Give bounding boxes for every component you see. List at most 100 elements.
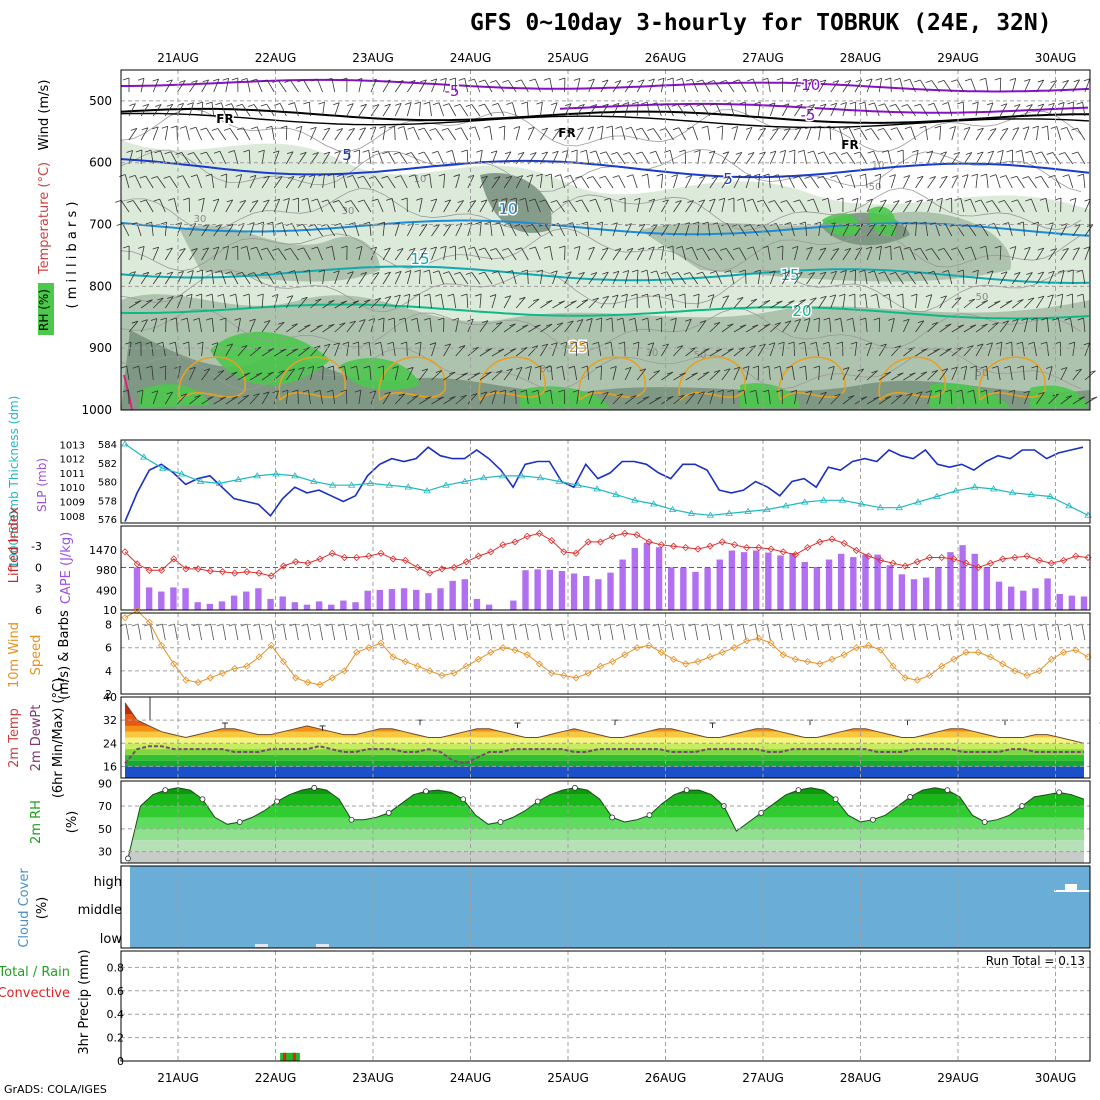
isotherm-label: FR <box>841 138 858 152</box>
wind-barb <box>600 271 609 285</box>
wind-barb-flag <box>630 293 638 297</box>
wind-barb <box>963 345 974 357</box>
wind-barb <box>961 390 965 405</box>
wind-barb-flag <box>359 127 366 131</box>
wind-barb-flag <box>281 389 289 393</box>
wind-barb <box>120 200 130 213</box>
wind-barb <box>878 199 887 213</box>
wind-barb-flag <box>202 79 209 83</box>
wind-barb <box>939 348 952 357</box>
wind-barb-flag <box>980 173 987 177</box>
wind-barb <box>253 272 263 285</box>
wind-barb-flag <box>381 175 388 179</box>
wind-barb-flag <box>349 320 356 324</box>
wind-barb <box>709 198 716 213</box>
wind-barb-flag <box>896 293 903 297</box>
wind-barb-flag <box>894 345 901 349</box>
cape-li-panel <box>121 529 1092 610</box>
wind-speed-marker <box>499 644 507 652</box>
wind-barb-flag <box>703 348 710 351</box>
wind-barb <box>1036 366 1038 381</box>
wind-barb-flag <box>368 318 375 321</box>
page-title: GFS 0~10day 3-hourly for TOBRUK (24E, 32… <box>470 10 1052 36</box>
wind-barb-flag <box>554 128 561 131</box>
slp-frame <box>120 439 1091 524</box>
wind-barb <box>624 80 634 93</box>
wind-barb <box>334 128 344 141</box>
wind-barb-flag <box>895 394 903 398</box>
wind-barb <box>1084 342 1091 357</box>
wind-barb-flag <box>739 101 746 105</box>
wind-barb-flag <box>291 323 298 327</box>
wind-barb <box>327 199 336 213</box>
wind-barb-flag <box>1077 317 1084 321</box>
wind-barb-flag <box>722 151 729 155</box>
wind-barb-flag <box>676 345 684 349</box>
isotherm-25-contour <box>478 356 546 401</box>
cape-bar <box>194 602 201 610</box>
wind-barb <box>455 174 461 189</box>
rh-shading-area <box>121 330 1090 410</box>
wind-barb <box>702 271 711 285</box>
wind-barb <box>999 150 1004 165</box>
wind-barb-flag <box>980 389 987 393</box>
bottom-date-label: 24AUG <box>450 1071 492 1085</box>
wind-barb-flag <box>1017 221 1024 225</box>
wind-barb-flag <box>648 246 655 250</box>
wind-barb <box>1011 390 1016 405</box>
cloud-gap-low <box>255 944 268 947</box>
wind-barb-flag <box>217 370 225 373</box>
wind-barb <box>1060 102 1065 117</box>
surface-wind-barb <box>343 623 348 641</box>
cape-bar <box>850 557 857 610</box>
wind-barb-flag <box>581 365 588 369</box>
wind-barb <box>382 247 391 261</box>
wind-barb <box>794 299 806 309</box>
wind-barb <box>854 79 863 93</box>
wind-barb-flag <box>875 77 882 81</box>
wind-barb-flag <box>1037 271 1044 275</box>
wind-barb-flag <box>251 200 259 203</box>
li-marker <box>913 558 921 566</box>
wind-barb-flag <box>865 128 872 131</box>
rh-marker <box>497 819 504 825</box>
surface-wind-barb <box>682 623 686 641</box>
wind-barb-flag <box>384 79 391 83</box>
wind-barb-flag <box>882 149 889 153</box>
wind-barb <box>661 396 674 405</box>
wind-barb <box>549 78 553 93</box>
wind-barb <box>394 271 402 285</box>
wind-barb-flag <box>992 322 999 325</box>
wind-barb <box>261 175 270 189</box>
wind-barb <box>576 246 581 261</box>
wind-barb-flag <box>814 125 821 129</box>
wind-barb-flag <box>888 317 895 321</box>
wind-barb-flag <box>1034 175 1042 179</box>
wind-barb-flag <box>944 389 952 393</box>
wind-barb-flag <box>442 271 450 275</box>
wind-barb-flag <box>635 151 643 155</box>
wind-barb-flag <box>528 198 536 202</box>
wind-barb-flag <box>522 324 529 328</box>
wind-barb-flag <box>792 175 800 179</box>
wind-barb-flag <box>844 174 851 178</box>
wind-barb-flag <box>142 103 149 107</box>
precip-tick-label: 0.4 <box>107 1008 125 1021</box>
wind-barb <box>647 294 650 309</box>
wind-barb-flag <box>976 343 984 347</box>
wind-barb-flag <box>478 247 485 251</box>
wind-barb-flag <box>352 341 359 345</box>
wind-barb <box>697 175 706 189</box>
wind-barb <box>497 103 505 117</box>
wind-barb <box>1048 366 1053 381</box>
surface-wind-barb <box>464 623 469 641</box>
wind-speed-marker <box>925 671 934 680</box>
wind-barb-flag <box>614 80 622 83</box>
wind-barb <box>967 224 977 237</box>
wind-barb <box>382 271 391 285</box>
wind-barb-flag <box>727 323 734 327</box>
thickness-marker <box>196 477 205 484</box>
wind-barb-flag <box>260 103 267 107</box>
cape-bar <box>328 604 335 610</box>
wind-barb <box>782 103 790 117</box>
